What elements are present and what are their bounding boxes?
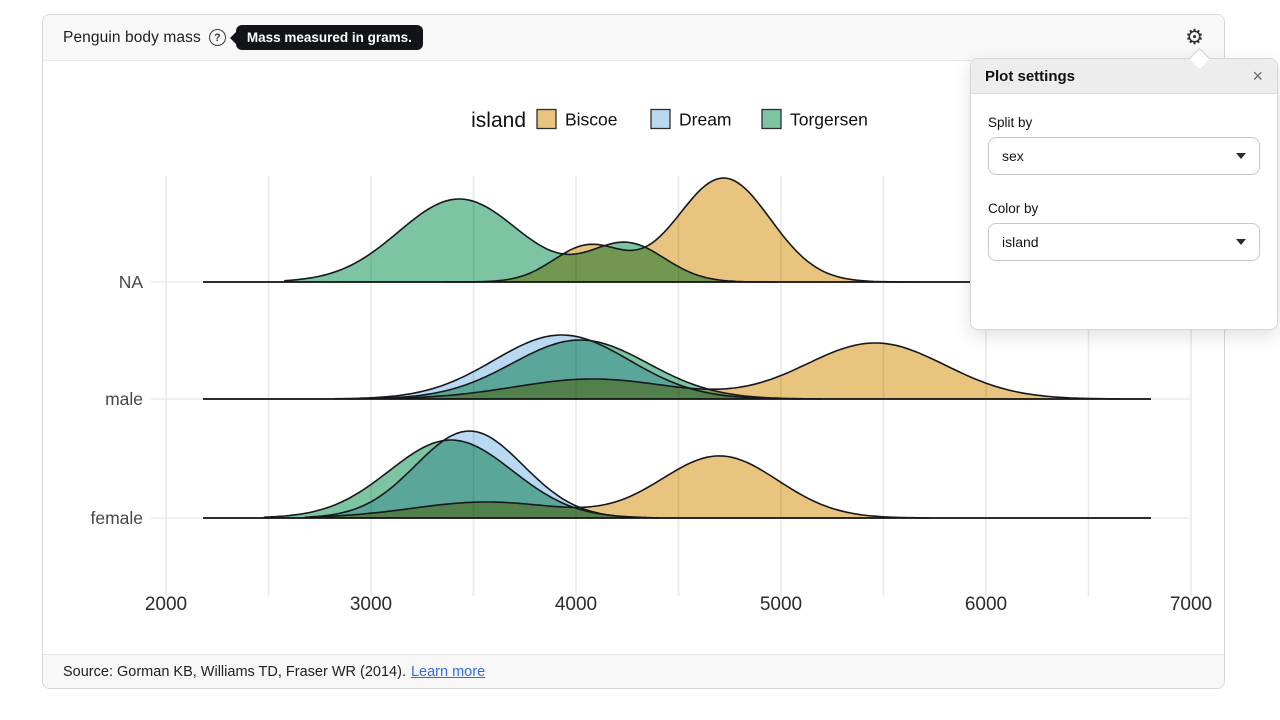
plot-area: 2000 3000 4000 5000 6000 7000 island Biscoe Drea… xyxy=(43,61,1224,656)
x-tick-label: 2000 xyxy=(145,594,187,615)
y-row-label-na: NA xyxy=(119,272,144,292)
source-text: Source: Gorman KB, Williams TD, Fraser W… xyxy=(63,663,406,680)
density-outline-female-torgersen xyxy=(263,439,647,519)
split-by-select[interactable]: sex xyxy=(988,137,1260,175)
legend-label-biscoe: Biscoe xyxy=(565,110,618,130)
x-tick-label: 6000 xyxy=(965,594,1007,615)
help-tooltip: Mass measured in grams. xyxy=(229,25,423,50)
y-row-label-male: male xyxy=(105,389,143,409)
split-by-value: sex xyxy=(1002,148,1024,164)
chevron-down-icon xyxy=(1236,239,1246,245)
popover-header: Plot settings × xyxy=(971,59,1277,94)
tooltip-text: Mass measured in grams. xyxy=(246,30,412,45)
learn-more-link[interactable]: Learn more xyxy=(410,663,486,680)
x-tick-label: 3000 xyxy=(350,594,392,615)
color-by-label: Color by xyxy=(988,201,1039,216)
chart-svg: 2000 3000 4000 5000 6000 7000 island Biscoe Drea… xyxy=(90,108,1212,615)
legend-title: island xyxy=(471,109,526,132)
color-by-value: island xyxy=(1002,234,1039,250)
x-tick-label: 7000 xyxy=(1170,594,1212,615)
close-icon[interactable]: × xyxy=(1252,66,1263,86)
help-icon[interactable]: ? xyxy=(208,29,226,46)
card-footer: Source: Gorman KB, Williams TD, Fraser W… xyxy=(43,654,1224,688)
density-outline-male-torgersen xyxy=(349,339,823,400)
plot-title: Penguin body mass xyxy=(63,28,201,46)
popover-body: Split by sex Color by island xyxy=(971,94,1277,261)
legend-swatch-dream xyxy=(650,108,671,130)
legend-label-dream: Dream xyxy=(679,110,732,130)
color-by-field: Color by island xyxy=(988,201,1260,261)
density-outline-female-biscoe xyxy=(308,455,930,519)
legend-swatch-biscoe xyxy=(536,108,557,130)
y-row-label-female: female xyxy=(90,508,143,528)
density-outline-na-torgersen xyxy=(284,198,778,283)
gear-icon[interactable]: ⚙ xyxy=(1185,26,1204,49)
density-outline-na-biscoe xyxy=(442,177,920,283)
popover-title: Plot settings xyxy=(985,67,1076,85)
plot-settings-popover: Plot settings × Split by sex Color by is… xyxy=(970,47,1278,330)
split-by-field: Split by sex xyxy=(988,115,1260,175)
legend-label-torgersen: Torgersen xyxy=(790,110,868,130)
tooltip-arrow-icon xyxy=(229,31,236,44)
color-by-select[interactable]: island xyxy=(988,223,1260,261)
legend-swatch-torgersen xyxy=(761,108,782,130)
density-outline-male-biscoe xyxy=(360,342,1121,400)
split-by-label: Split by xyxy=(988,115,1033,130)
card-header: Penguin body mass ? Mass measured in gra… xyxy=(43,15,1224,61)
density-fill-female-biscoe xyxy=(309,455,929,518)
density-outline-male-dream xyxy=(333,334,803,400)
x-tick-label: 4000 xyxy=(555,594,597,615)
x-tick-label: 5000 xyxy=(760,594,802,615)
density-fill-na-torgersen xyxy=(284,199,777,282)
chevron-down-icon xyxy=(1236,153,1246,159)
